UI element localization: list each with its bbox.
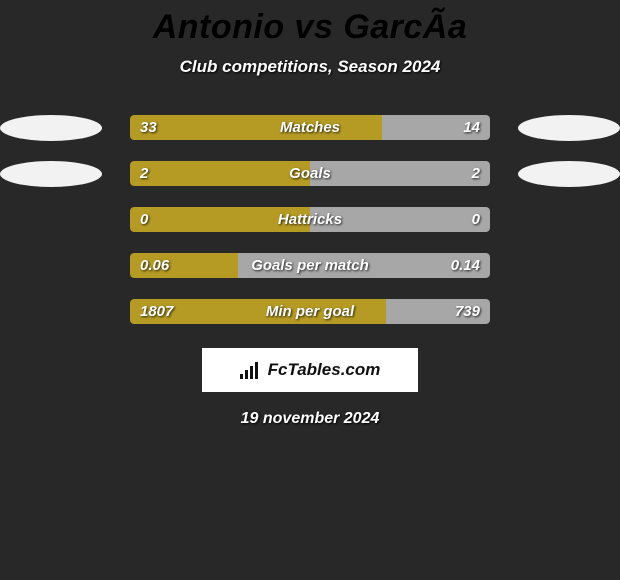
stat-value-left: 33 bbox=[140, 115, 157, 140]
stat-value-left: 0.06 bbox=[140, 253, 169, 278]
bar-left-fill bbox=[130, 161, 310, 186]
stat-row: 00Hattricks bbox=[0, 207, 620, 232]
stat-bar: 00Hattricks bbox=[130, 207, 490, 232]
date-text: 19 november 2024 bbox=[241, 410, 380, 428]
bar-left-fill bbox=[130, 207, 310, 232]
bar-right-fill bbox=[310, 161, 490, 186]
stat-bar: 3314Matches bbox=[130, 115, 490, 140]
stat-value-right: 0.14 bbox=[451, 253, 480, 278]
spacer bbox=[0, 207, 102, 233]
stats-rows: 3314Matches22Goals00Hattricks0.060.14Goa… bbox=[0, 115, 620, 324]
stat-value-right: 739 bbox=[455, 299, 480, 324]
spacer bbox=[518, 299, 620, 325]
stat-row: 1807739Min per goal bbox=[0, 299, 620, 324]
subtitle: Club competitions, Season 2024 bbox=[180, 57, 441, 77]
spacer bbox=[0, 253, 102, 279]
stat-value-right: 2 bbox=[472, 161, 480, 186]
stat-bar: 0.060.14Goals per match bbox=[130, 253, 490, 278]
stat-value-right: 0 bbox=[472, 207, 480, 232]
title-player-right: GarcÃ­a bbox=[343, 8, 467, 46]
comparison-infographic: Antonio vs GarcÃ­a Club competitions, Se… bbox=[0, 0, 620, 428]
bar-left-fill bbox=[130, 115, 382, 140]
stat-row: 3314Matches bbox=[0, 115, 620, 140]
stat-value-left: 0 bbox=[140, 207, 148, 232]
title-vs: vs bbox=[295, 8, 334, 46]
chart-icon bbox=[240, 361, 262, 379]
brand-badge: FcTables.com bbox=[202, 348, 418, 392]
stat-row: 22Goals bbox=[0, 161, 620, 186]
spacer bbox=[0, 299, 102, 325]
brand-text: FcTables.com bbox=[268, 360, 381, 380]
stat-bar: 22Goals bbox=[130, 161, 490, 186]
page-title: Antonio vs GarcÃ­a bbox=[153, 8, 468, 47]
player-left-marker bbox=[0, 115, 102, 141]
stat-value-right: 14 bbox=[463, 115, 480, 140]
bar-right-fill bbox=[310, 207, 490, 232]
title-player-left: Antonio bbox=[153, 8, 285, 46]
stat-value-left: 2 bbox=[140, 161, 148, 186]
spacer bbox=[518, 207, 620, 233]
stat-value-left: 1807 bbox=[140, 299, 173, 324]
player-right-marker bbox=[518, 115, 620, 141]
player-left-marker bbox=[0, 161, 102, 187]
stat-bar: 1807739Min per goal bbox=[130, 299, 490, 324]
player-right-marker bbox=[518, 161, 620, 187]
spacer bbox=[518, 253, 620, 279]
stat-row: 0.060.14Goals per match bbox=[0, 253, 620, 278]
